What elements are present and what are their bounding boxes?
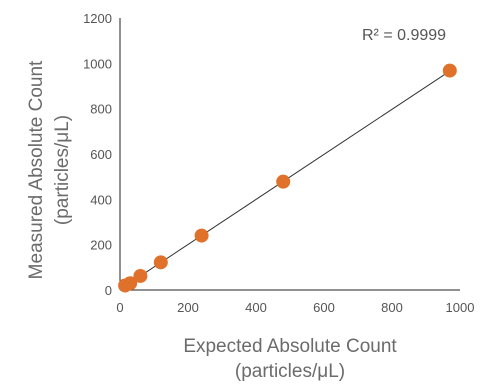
x-tick-label: 1000 bbox=[446, 300, 475, 315]
data-point bbox=[123, 276, 138, 291]
y-tick-label: 800 bbox=[90, 102, 112, 117]
y-tick-label: 1000 bbox=[83, 56, 112, 71]
y-tick-label: 600 bbox=[90, 147, 112, 162]
data-point bbox=[153, 255, 168, 270]
y-axis-title: Measured Absolute Count (particles/μL) bbox=[26, 60, 73, 279]
x-tick-label: 800 bbox=[381, 300, 403, 315]
y-tick-label: 1200 bbox=[83, 11, 112, 26]
x-axis-title-line-1: Expected Absolute Count bbox=[183, 336, 397, 357]
x-axis-title: Expected Absolute Count (particles/μL) bbox=[183, 336, 397, 382]
y-axis-title-line-1: Measured Absolute Count bbox=[26, 60, 47, 279]
x-axis-title-line-2: (particles/μL) bbox=[235, 361, 345, 382]
data-point bbox=[194, 228, 209, 243]
data-point bbox=[133, 268, 148, 283]
data-points bbox=[118, 63, 457, 293]
y-axis-title-line-2: (particles/μL) bbox=[52, 115, 73, 225]
data-point bbox=[442, 63, 457, 78]
r-squared-label: R² = 0.9999 bbox=[362, 27, 446, 44]
y-axis-ticks: 0 200 400 600 800 1000 1200 bbox=[83, 11, 112, 298]
y-tick-label: 400 bbox=[90, 192, 112, 207]
y-tick-label: 0 bbox=[105, 283, 112, 298]
x-tick-label: 600 bbox=[313, 300, 335, 315]
x-tick-label: 200 bbox=[177, 300, 199, 315]
x-tick-label: 400 bbox=[245, 300, 267, 315]
data-point bbox=[276, 174, 291, 189]
x-axis-ticks: 0 200 400 600 800 1000 bbox=[116, 300, 474, 315]
x-tick-label: 0 bbox=[116, 300, 123, 315]
y-tick-label: 200 bbox=[90, 238, 112, 253]
